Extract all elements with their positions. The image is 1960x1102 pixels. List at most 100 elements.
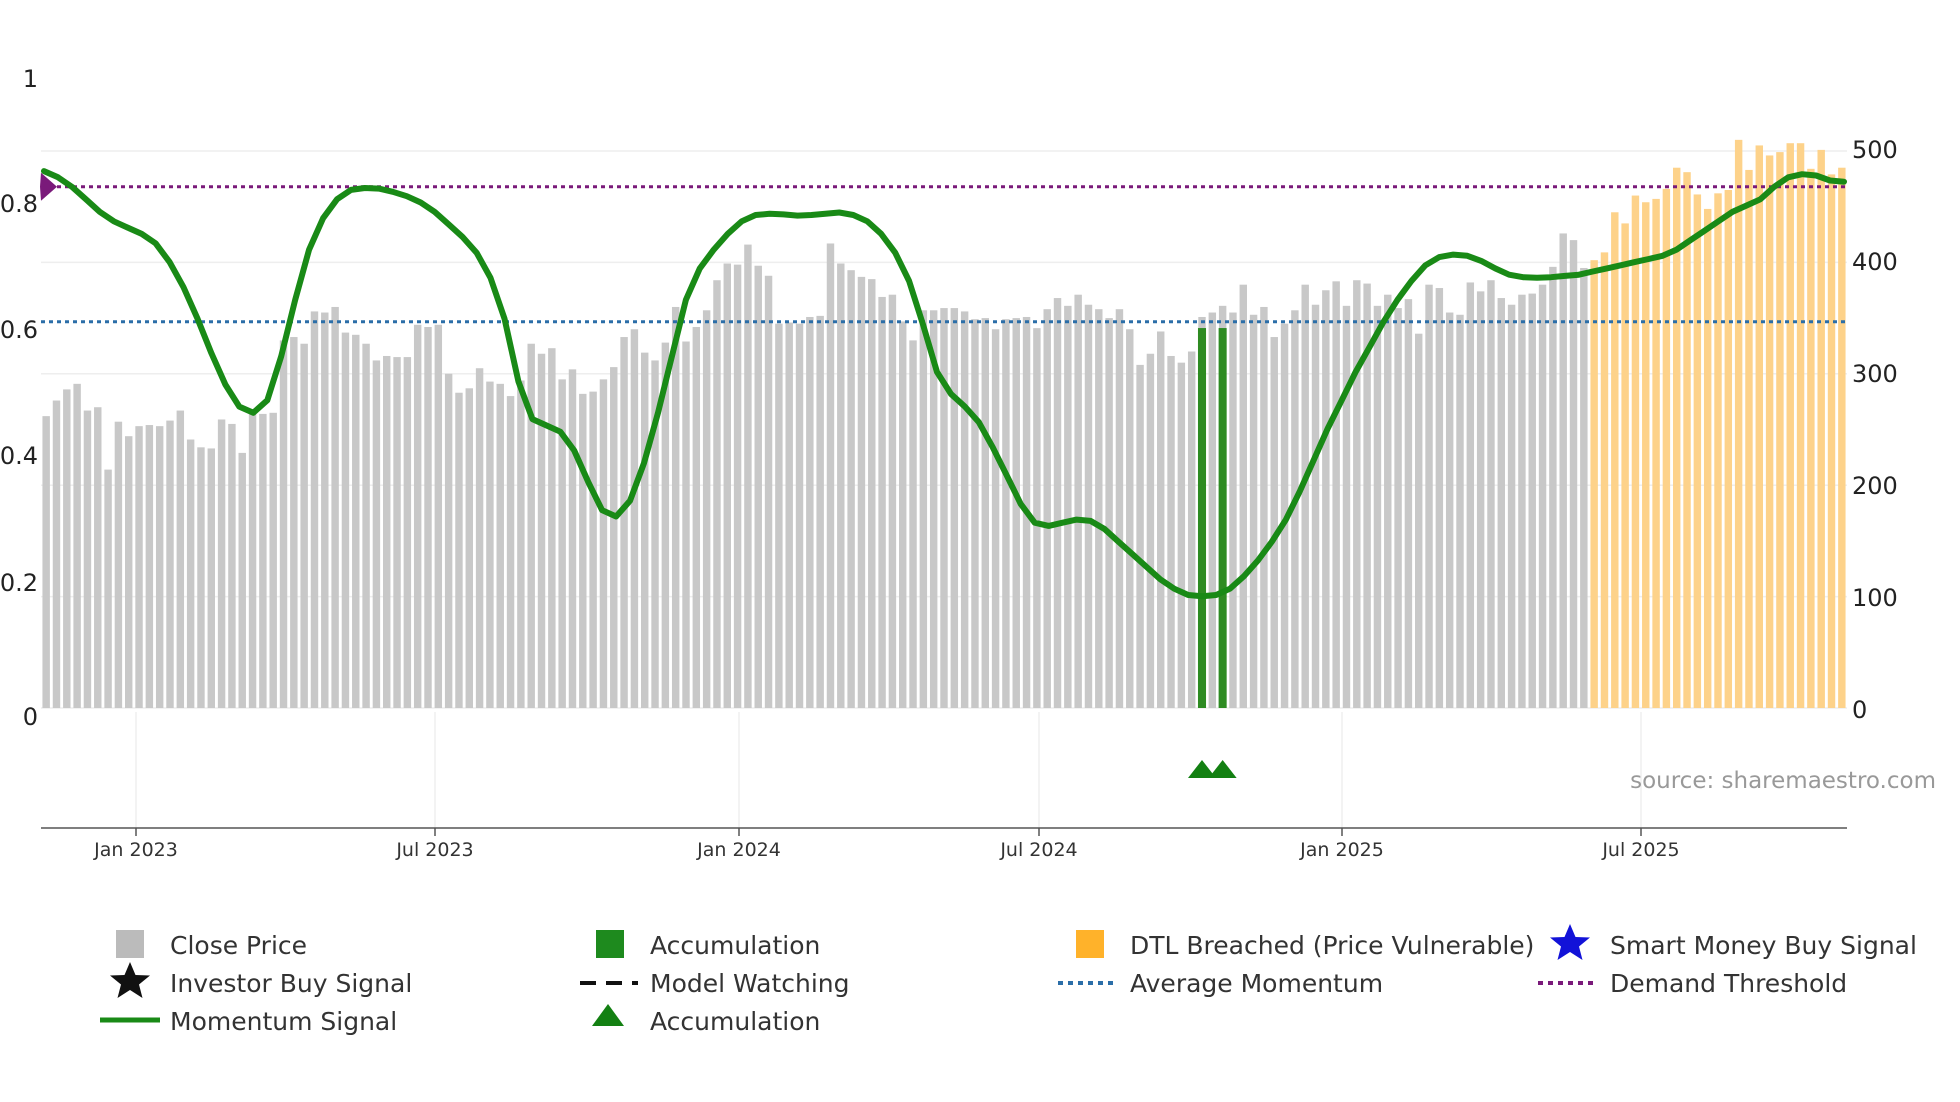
close-price-bar — [785, 322, 793, 708]
close-price-bar — [641, 352, 649, 708]
legend-accumulation-triangle-icon — [592, 1004, 624, 1026]
price-bars — [42, 139, 1846, 709]
close-price-bar — [52, 400, 61, 708]
close-price-bar — [1786, 143, 1794, 708]
left-tick-0.4: 0.4 — [0, 442, 38, 470]
legend-momentum-signal-label: Momentum Signal — [170, 1007, 397, 1036]
legend-accumulation-marker-label: Accumulation — [650, 1007, 820, 1036]
close-price-bar — [1714, 193, 1722, 708]
close-price-bar — [506, 396, 515, 708]
close-price-bar — [1776, 152, 1784, 708]
close-price-bar — [1673, 167, 1681, 708]
date-label-jan-2024: Jan 2024 — [696, 839, 781, 861]
legend-smart-money-label: Smart Money Buy Signal — [1610, 931, 1917, 960]
close-price-bar — [806, 316, 814, 708]
close-price-bar — [496, 383, 504, 708]
close-price-bar — [1425, 284, 1433, 708]
close-price-bar — [795, 323, 804, 708]
close-price-bar — [125, 436, 133, 708]
legend-investor-label: Investor Buy Signal — [170, 969, 412, 998]
close-price-bar — [733, 264, 742, 708]
close-price-bar — [1384, 294, 1392, 708]
close-price-bar — [1249, 314, 1258, 708]
close-price-bar — [300, 343, 308, 708]
close-price-bar — [744, 244, 752, 709]
close-price-bar — [548, 348, 556, 708]
close-price-bar — [63, 389, 71, 708]
close-price-bar — [1445, 312, 1454, 708]
close-price-bar — [1765, 155, 1774, 708]
legend-average-momentum-label: Average Momentum — [1130, 969, 1383, 998]
close-price-bar — [383, 355, 391, 708]
close-price-bar — [1827, 174, 1836, 709]
left-tick-0.8: 0.8 — [0, 190, 38, 218]
close-price-bar — [217, 419, 226, 708]
close-price-bar — [981, 318, 989, 708]
close-price-bar — [352, 334, 360, 708]
close-price-bar — [310, 311, 319, 708]
close-price-bar — [1549, 266, 1557, 708]
close-price-bar — [816, 315, 824, 708]
legend-investor-star-icon — [110, 962, 150, 998]
close-price-bar — [372, 360, 381, 708]
close-price-bar — [1095, 309, 1103, 708]
legend-demand-threshold-label: Demand Threshold — [1610, 969, 1847, 998]
accumulation-triangle-marker — [1188, 760, 1216, 778]
close-price-bar — [73, 383, 81, 708]
date-label-jan-2023: Jan 2023 — [93, 839, 178, 861]
close-price-bar — [1394, 308, 1402, 708]
close-price-bar — [1074, 294, 1082, 708]
legend-dtl-swatch — [1076, 930, 1104, 958]
right-tick-100: 100 — [1852, 584, 1898, 612]
close-price-bar — [682, 341, 690, 708]
left-tick-0: 0 — [23, 703, 38, 731]
close-price-bar — [558, 379, 566, 708]
close-price-bar — [1734, 139, 1743, 709]
close-price-bar — [1745, 169, 1753, 709]
close-price-bar — [1301, 284, 1309, 708]
close-price-bar — [826, 243, 835, 708]
close-price-bar — [1404, 299, 1413, 708]
close-price-bar — [1136, 364, 1144, 708]
close-price-bar — [42, 416, 50, 708]
close-price-bar — [1342, 305, 1351, 708]
close-price-bar — [331, 306, 339, 708]
demand-threshold-marker-icon — [40, 172, 57, 201]
close-price-bar — [1611, 212, 1619, 708]
accumulation-bar — [1197, 328, 1207, 708]
close-price-bar — [1569, 240, 1578, 708]
close-price-bar — [630, 329, 639, 708]
close-price-bar — [1518, 294, 1526, 708]
legend: Close Price Accumulation DTL Breached (P… — [100, 924, 1917, 1036]
close-price-bar — [1012, 318, 1020, 708]
close-price-bar — [971, 319, 979, 708]
close-price-bar — [671, 306, 680, 708]
close-price-bar — [424, 327, 432, 708]
close-price-bar — [899, 321, 907, 708]
close-price-bar — [1487, 280, 1495, 708]
close-price-bar — [1621, 223, 1629, 708]
close-price-bar — [83, 410, 92, 708]
left-tick-0.2: 0.2 — [0, 569, 38, 597]
close-price-bar — [1456, 314, 1464, 708]
close-price-bar — [1177, 362, 1186, 708]
close-price-bar — [1703, 208, 1712, 709]
accumulation-bar — [1218, 328, 1227, 708]
close-price-bar — [1652, 198, 1660, 709]
right-tick-200: 200 — [1852, 472, 1898, 500]
close-price-bar — [321, 312, 329, 708]
legend-close-price-label: Close Price — [170, 931, 307, 960]
legend-accumulation-swatch — [596, 930, 624, 958]
close-price-bar — [176, 410, 185, 708]
close-price-bar — [537, 353, 546, 708]
close-price-bar — [1260, 306, 1268, 708]
close-price-bar — [1466, 282, 1475, 708]
close-price-bar — [248, 409, 257, 708]
close-price-bar — [1693, 194, 1702, 709]
close-price-bar — [713, 280, 721, 708]
right-tick-400: 400 — [1852, 248, 1898, 276]
close-price-bar — [228, 423, 236, 708]
close-price-bar — [94, 407, 102, 708]
legend-dtl-label: DTL Breached (Price Vulnerable) — [1130, 931, 1534, 960]
close-price-bar — [238, 452, 246, 708]
